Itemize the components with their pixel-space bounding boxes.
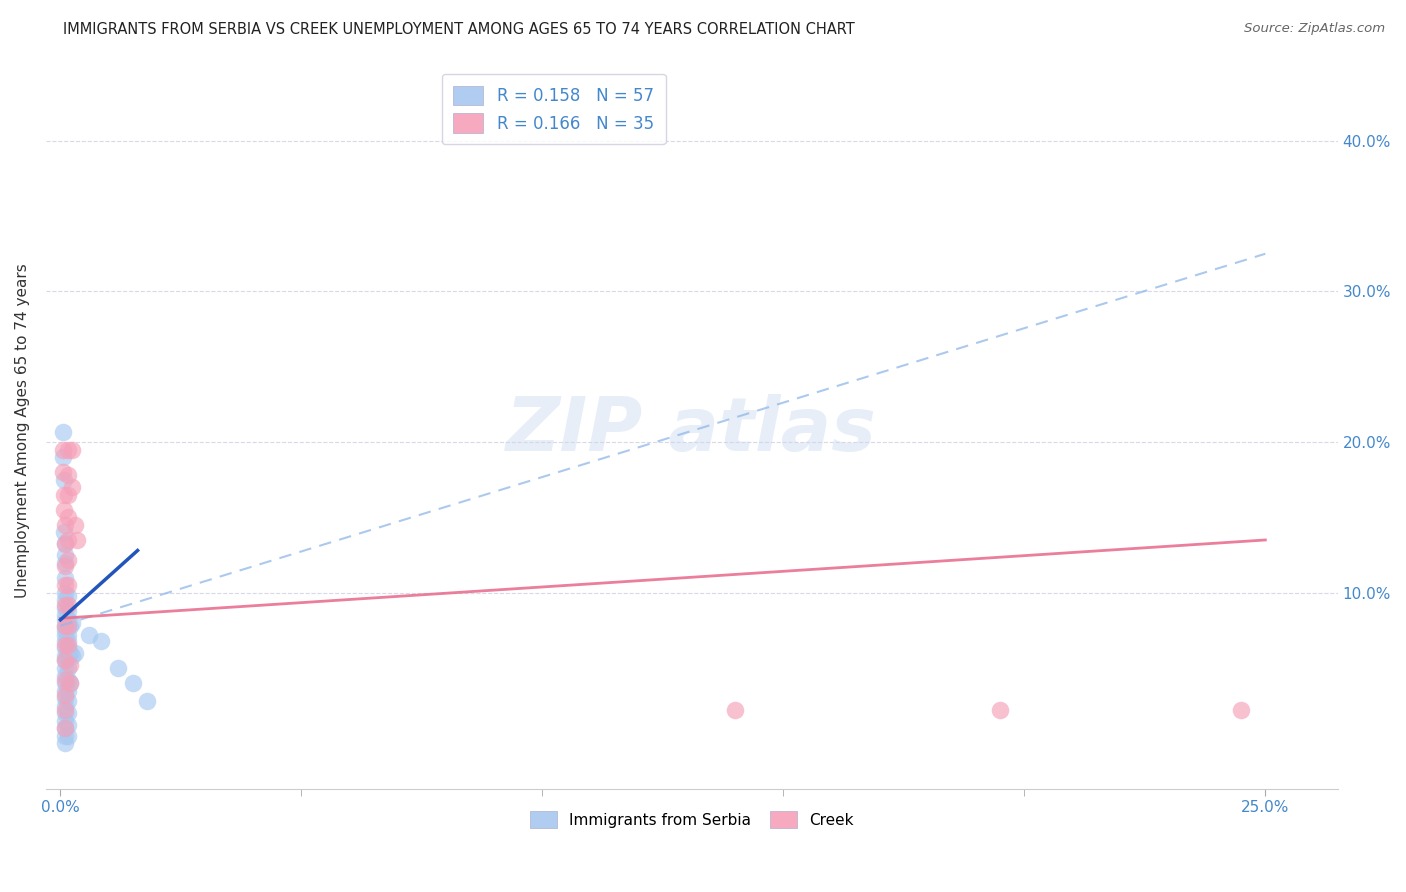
Point	[63, 517, 86, 532]
Point	[56, 619, 79, 633]
Point	[107, 661, 129, 675]
Point	[53, 525, 76, 540]
Point	[59, 676, 82, 690]
Point	[53, 503, 76, 517]
Point	[53, 571, 76, 585]
Point	[53, 648, 76, 663]
Point	[56, 613, 79, 627]
Point	[53, 729, 76, 743]
Point	[62, 480, 84, 494]
Point	[53, 613, 76, 627]
Point	[53, 593, 76, 607]
Point	[56, 488, 79, 502]
Point	[53, 536, 76, 550]
Point	[62, 615, 84, 630]
Point	[53, 736, 76, 750]
Point	[90, 633, 112, 648]
Point	[53, 698, 76, 713]
Point	[988, 703, 1011, 717]
Point	[53, 608, 76, 623]
Point	[59, 658, 82, 673]
Point	[56, 628, 79, 642]
Point	[53, 714, 76, 728]
Text: ZIP atlas: ZIP atlas	[506, 394, 877, 467]
Point	[53, 673, 76, 687]
Point	[52, 450, 75, 464]
Point	[53, 653, 76, 667]
Point	[53, 706, 76, 721]
Point	[56, 633, 79, 648]
Point	[56, 533, 79, 547]
Point	[53, 628, 76, 642]
Point	[53, 653, 76, 667]
Point	[53, 488, 76, 502]
Point	[53, 641, 76, 656]
Point	[56, 639, 79, 653]
Point	[121, 676, 143, 690]
Point	[59, 619, 82, 633]
Point	[63, 646, 86, 660]
Point	[56, 706, 79, 721]
Y-axis label: Unemployment Among Ages 65 to 74 years: Unemployment Among Ages 65 to 74 years	[15, 263, 30, 599]
Point	[52, 465, 75, 479]
Point	[53, 537, 76, 551]
Point	[56, 694, 79, 708]
Point	[62, 442, 84, 457]
Point	[66, 533, 89, 547]
Point	[56, 510, 79, 524]
Point	[56, 578, 79, 592]
Point	[53, 598, 76, 612]
Point	[53, 639, 76, 653]
Point	[53, 676, 76, 690]
Point	[79, 628, 101, 642]
Point	[53, 578, 76, 592]
Point	[53, 721, 76, 735]
Point	[53, 683, 76, 698]
Point	[53, 668, 76, 682]
Point	[56, 661, 79, 675]
Point	[53, 624, 76, 638]
Point	[56, 589, 79, 603]
Point	[53, 633, 76, 648]
Point	[56, 673, 79, 687]
Point	[56, 598, 79, 612]
Point	[56, 604, 79, 618]
Point	[52, 425, 75, 439]
Point	[62, 648, 84, 663]
Point	[56, 619, 79, 633]
Point	[56, 729, 79, 743]
Text: IMMIGRANTS FROM SERBIA VS CREEK UNEMPLOYMENT AMONG AGES 65 TO 74 YEARS CORRELATI: IMMIGRANTS FROM SERBIA VS CREEK UNEMPLOY…	[63, 22, 855, 37]
Point	[56, 718, 79, 732]
Point	[53, 585, 76, 599]
Point	[53, 558, 76, 573]
Point	[53, 661, 76, 675]
Point	[53, 619, 76, 633]
Point	[59, 646, 82, 660]
Text: Source: ZipAtlas.com: Source: ZipAtlas.com	[1244, 22, 1385, 36]
Point	[724, 703, 747, 717]
Point	[53, 600, 76, 615]
Point	[56, 683, 79, 698]
Point	[53, 691, 76, 706]
Point	[53, 548, 76, 562]
Legend: Immigrants from Serbia, Creek: Immigrants from Serbia, Creek	[523, 805, 860, 835]
Point	[53, 703, 76, 717]
Point	[56, 468, 79, 483]
Point	[53, 619, 76, 633]
Point	[56, 552, 79, 566]
Point	[53, 721, 76, 735]
Point	[56, 641, 79, 656]
Point	[53, 517, 76, 532]
Point	[136, 694, 159, 708]
Point	[52, 442, 75, 457]
Point	[53, 556, 76, 570]
Point	[56, 442, 79, 457]
Point	[53, 688, 76, 702]
Point	[53, 473, 76, 487]
Point	[59, 676, 82, 690]
Point	[1230, 703, 1253, 717]
Point	[56, 648, 79, 663]
